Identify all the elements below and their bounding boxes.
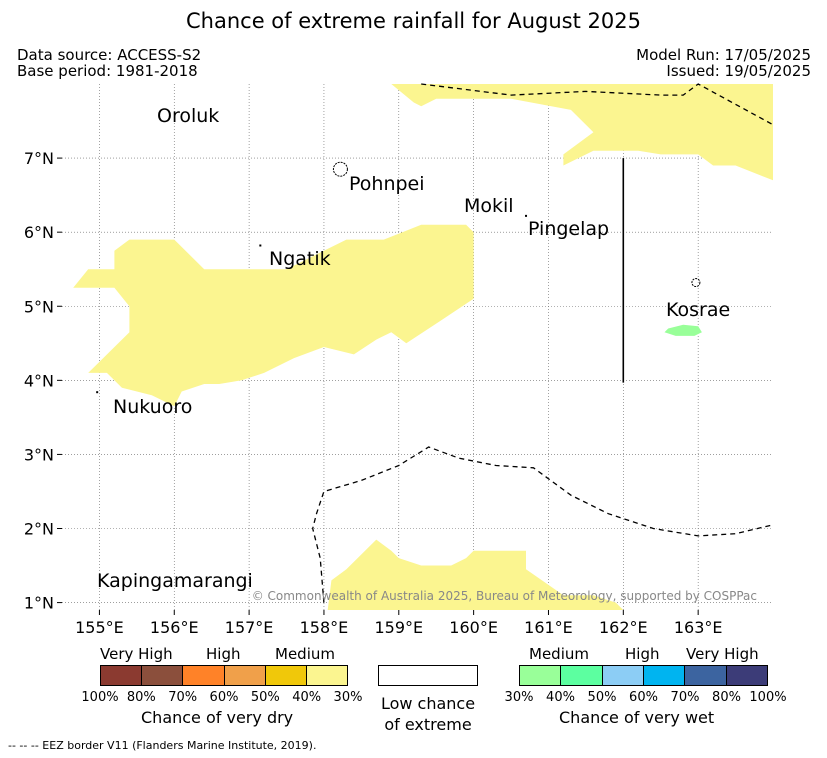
region-dry-medium-30-40-1 [73, 224, 474, 407]
wet-tick-label: 80% [712, 690, 741, 705]
lon-tick-label: 157°E [225, 618, 274, 637]
place-ngatik: Ngatik [269, 248, 331, 270]
lat-tick-label: 2°N [24, 520, 54, 539]
wet-tick-label: 40% [546, 690, 575, 705]
wet-tick-labels: 30% 40% 50% 60% 70% 80% 100% [505, 690, 787, 706]
eez-border-line [421, 83, 774, 126]
wet-swatch [520, 666, 561, 685]
island-kosrae [691, 278, 701, 288]
lat-tick-label: 3°N [24, 445, 54, 464]
gridlines [62, 84, 773, 610]
dry-tick-label: 80% [126, 690, 156, 705]
wet-swatch [601, 666, 643, 685]
lat-tick-label: 5°N [24, 297, 54, 316]
lon-tick-label: 161°E [524, 618, 573, 637]
lon-tick-label: 160°E [449, 618, 498, 637]
dry-colorbar [100, 665, 348, 686]
dry-tick-label: 60% [209, 690, 239, 705]
wet-tick-label: 60% [629, 690, 658, 705]
wet-caption: Chance of very wet [559, 708, 715, 727]
place-nukuoro: Nukuoro [113, 396, 192, 418]
region-wet-medium-30-40-3 [664, 324, 702, 336]
dry-swatch [223, 666, 265, 685]
low-chance-caption-1: Low chance [380, 694, 476, 713]
wet-header-very-high: Very High [686, 645, 759, 663]
lon-tick-label: 156°E [150, 618, 199, 637]
lat-tick-label: 6°N [24, 223, 54, 242]
wet-colorbar [519, 665, 768, 686]
lon-tick-label: 155°E [75, 618, 124, 637]
wet-tick-label: 100% [749, 690, 787, 705]
dry-tick-label: 50% [250, 690, 280, 705]
eez-borders [312, 83, 774, 603]
dry-tick-labels: 100% 80% 70% 60% 50% 40% 30% [81, 690, 362, 706]
map-title: Chance of extreme rainfall for August 20… [186, 9, 641, 33]
lon-tick-label: 163°E [674, 618, 723, 637]
dry-swatch [305, 666, 348, 685]
axis-ticks: 155°E 156°E 157°E 158°E 159°E 160°E 161°E 162°E… [24, 149, 723, 637]
dry-tick-label: 30% [333, 690, 363, 705]
wet-tick-label: 30% [504, 690, 534, 705]
place-kosrae: Kosrae [666, 299, 730, 321]
dry-tick-label: 40% [292, 690, 322, 705]
dry-swatch [141, 666, 183, 685]
islands [96, 161, 701, 394]
place-mokil: Mokil [464, 195, 514, 217]
region-dry-medium-30-40-2 [327, 539, 624, 610]
dry-header-medium: Medium [275, 645, 335, 663]
dry-header-high: High [206, 645, 241, 663]
issued-label: Issued: 19/05/2025 [666, 62, 811, 80]
wet-header-medium: Medium [529, 645, 589, 663]
wet-tick-label: 70% [670, 690, 700, 705]
low-chance-caption-2: of extreme [384, 715, 472, 734]
wet-swatch [725, 666, 767, 685]
wet-tick-label: 50% [587, 690, 617, 705]
eez-footer-note: -- -- -- EEZ border V11 (Flanders Marine… [8, 739, 317, 752]
lon-tick-label: 158°E [300, 618, 349, 637]
place-kapingamarangi: Kapingamarangi [97, 570, 253, 592]
wet-header-high: High [625, 645, 660, 663]
dry-tick-label: 100% [81, 690, 119, 705]
lat-tick-label: 7°N [24, 149, 54, 168]
wet-swatch [642, 666, 685, 685]
lon-tick-label: 159°E [374, 618, 423, 637]
place-pingelap: Pingelap [528, 218, 609, 240]
lat-tick-label: 1°N [24, 594, 54, 613]
island-pingelap [525, 214, 528, 217]
wet-swatch [684, 666, 726, 685]
dry-swatch [182, 666, 224, 685]
dry-caption: Chance of very dry [141, 708, 294, 727]
dry-tick-label: 70% [168, 690, 198, 705]
dry-swatch [101, 666, 142, 685]
island-nukuoro [96, 391, 99, 394]
dry-header-very-high: Very High [100, 645, 173, 663]
base-period-label: Base period: 1981-2018 [17, 62, 198, 80]
data-source-label: Data source: ACCESS-S2 [17, 46, 202, 64]
island-ngatik [259, 244, 262, 247]
lon-tick-label: 162°E [599, 618, 648, 637]
island-pohnpei [332, 161, 348, 177]
copyright-note: © Commonwealth of Australia 2025, Bureau… [252, 589, 757, 603]
eez-border-line [312, 446, 774, 603]
lat-tick-label: 4°N [24, 371, 54, 390]
place-oroluk: Oroluk [157, 105, 219, 127]
region-dry-medium-30-40-0 [391, 84, 773, 181]
low-chance-swatch [378, 665, 478, 686]
place-pohnpei: Pohnpei [349, 173, 425, 195]
model-run-label: Model Run: 17/05/2025 [636, 46, 811, 64]
rainfall-regions [73, 84, 773, 610]
dry-swatch [264, 666, 306, 685]
wet-swatch [560, 666, 602, 685]
